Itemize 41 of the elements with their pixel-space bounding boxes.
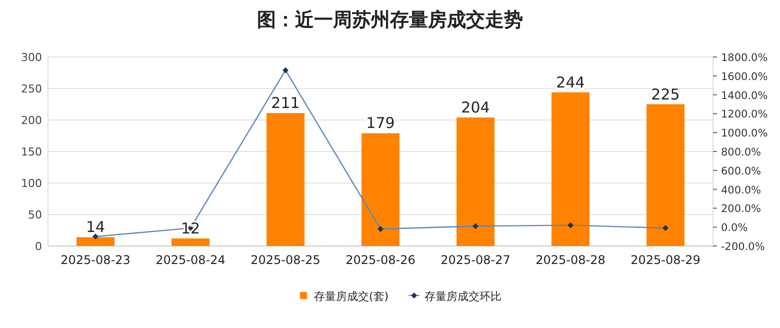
data-label: 179 bbox=[366, 114, 395, 132]
data-label: 14 bbox=[86, 218, 106, 236]
x-tick-label: 2025-08-28 bbox=[536, 253, 606, 267]
y-tick-label: 250 bbox=[21, 82, 42, 96]
y2-tick-label: 0.0% bbox=[721, 222, 748, 234]
y2-tick-label: 600.0% bbox=[721, 165, 762, 178]
bar bbox=[76, 237, 114, 246]
y2-tick-label: 400.0% bbox=[721, 184, 762, 196]
y2-tick-label: 800.0% bbox=[721, 146, 762, 158]
legend-label: 存量房成交(套) bbox=[314, 290, 389, 303]
y-tick-label: 150 bbox=[21, 146, 42, 158]
y2-tick-label: 1800.0% bbox=[721, 52, 768, 64]
y2-tick-label: 1200.0% bbox=[721, 108, 768, 121]
bar bbox=[362, 133, 400, 246]
data-label: 204 bbox=[461, 98, 490, 116]
bar bbox=[552, 92, 590, 246]
chart-title: 图：近一周苏州存量房成交走势 bbox=[257, 9, 523, 31]
bar bbox=[646, 104, 684, 246]
y-tick-label: 200 bbox=[21, 114, 42, 127]
x-tick-label: 2025-08-24 bbox=[156, 253, 226, 267]
bar bbox=[266, 113, 304, 246]
x-tick-label: 2025-08-29 bbox=[630, 253, 700, 267]
data-label: 225 bbox=[651, 85, 680, 104]
x-tick-label: 2025-08-26 bbox=[346, 253, 416, 267]
y2-tick-label: 1000.0% bbox=[721, 128, 768, 140]
y2-tick-label: -200.0% bbox=[721, 241, 765, 253]
y2-tick-label: 1600.0% bbox=[721, 70, 768, 83]
legend-label: 存量房成交环比 bbox=[424, 290, 502, 303]
bar bbox=[172, 238, 210, 246]
data-label: 244 bbox=[556, 73, 585, 92]
y-tick-label: 50 bbox=[28, 208, 42, 222]
x-tick-label: 2025-08-23 bbox=[60, 253, 130, 267]
y-tick-label: 100 bbox=[21, 177, 42, 190]
y-tick-label: 0 bbox=[35, 240, 42, 253]
y-tick-label: 300 bbox=[21, 51, 42, 64]
y2-tick-label: 200.0% bbox=[721, 203, 762, 216]
x-tick-label: 2025-08-27 bbox=[440, 253, 510, 267]
bar bbox=[456, 117, 494, 246]
y2-tick-label: 1400.0% bbox=[721, 90, 768, 102]
x-tick-label: 2025-08-25 bbox=[250, 253, 320, 267]
data-label: 211 bbox=[271, 94, 300, 112]
